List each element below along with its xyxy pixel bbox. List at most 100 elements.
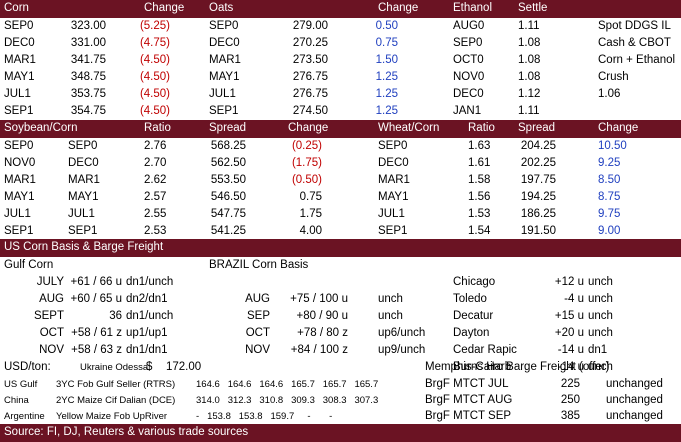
source-footer: Source: FI, DJ, Reuters & various trade …	[0, 424, 681, 442]
price-series: - 153.8 153.8 159.7 - -	[196, 411, 333, 422]
wheat-corn-spread: 202.25	[520, 157, 556, 169]
oats-month: DEC0	[209, 37, 240, 49]
spread-row: MAR1 MAR1 2.62 553.50 (0.50) MAR1 1.58 197.75 8.…	[0, 172, 681, 189]
barge-value: 385	[560, 410, 580, 422]
gulf-basis: +58 / 61 z	[71, 327, 122, 339]
oats-price: 274.50	[292, 105, 328, 117]
gulf-corn-title: Gulf Corn	[4, 259, 54, 271]
oats-change: 1.25	[375, 88, 398, 100]
wheat-corn-spread: 191.50	[520, 225, 556, 237]
ddgs-info: Crush	[598, 71, 629, 83]
corn-oats-row: SEP0 323.00 (5.25) SEP0 279.00 0.50 AUG0 1.11 Sp…	[0, 18, 681, 35]
soy-corn-ratio: 2.53	[144, 225, 167, 237]
header-ethanol: Ethanol	[453, 2, 493, 14]
brazil-basis-title: BRAZIL Corn Basis	[209, 259, 309, 271]
oats-price: 270.25	[292, 37, 328, 49]
spread-row: JUL1 JUL1 2.55 547.75 1.75 JUL1 1.53 186.25 9.75	[0, 206, 681, 223]
ddgs-info: Spot DDGS IL	[598, 20, 671, 32]
product-desc: Yellow Maize Fob UpRiver	[56, 411, 168, 422]
corn-oats-row: DEC0 331.00 (4.75) DEC0 270.25 0.75 SEP0 1.08 Ca…	[0, 35, 681, 52]
gulf-month: AUG	[39, 293, 64, 305]
location-change: unch	[588, 293, 613, 305]
soy-corn-spread: 546.50	[210, 191, 246, 203]
corn-month: DEC0	[68, 157, 99, 169]
location-change: unch	[588, 327, 613, 339]
soy-corn-spread: 553.50	[210, 174, 246, 186]
soy-corn-ratio: 2.55	[144, 208, 167, 220]
world-price-row: US Gulf 3YC Fob Gulf Seller (RTRS) 164.6 1…	[0, 376, 681, 393]
location-name: Cedar Rapic	[453, 344, 517, 356]
brazil-month: SEP	[246, 310, 270, 322]
price-series: 314.0 312.3 310.8 309.3 308.3 307.3	[196, 395, 379, 406]
usd-ton-row: USD/ton: Ukraine Odessa $ 172.00 Memphis…	[0, 359, 681, 376]
basis-row: NOV +58 / 63 z dn1/dn1 NOV +84 / 100 z up9/un…	[0, 342, 681, 359]
ethanol-month: NOV0	[453, 71, 485, 83]
ddgs-info: Cash & CBOT	[598, 37, 671, 49]
corn-price: 348.75	[70, 71, 106, 83]
gulf-month: OCT	[39, 327, 64, 339]
brazil-basis: +80 / 90 u	[296, 310, 348, 322]
oats-price: 279.00	[292, 20, 328, 32]
wheat-corn-spread: 186.25	[520, 208, 556, 220]
soy-corn-change: 0.75	[299, 191, 322, 203]
spread-row: MAY1 MAY1 2.57 546.50 0.75 MAY1 1.56 194.25 8.75	[0, 189, 681, 206]
gulf-basis: +60 / 65 u	[70, 293, 122, 305]
corn-price: 353.75	[70, 88, 106, 100]
soy-corn-change: (0.25)	[291, 140, 322, 152]
ethanol-month: DEC0	[453, 88, 484, 100]
wheat-corn-ratio: 1.54	[468, 225, 491, 237]
barge-contract: BrgF MTCT SEP	[425, 410, 512, 422]
corn-change: (4.50)	[139, 71, 170, 83]
wheat-month: SEP0	[378, 140, 408, 152]
corn-change: (4.50)	[139, 105, 170, 117]
corn-price: 323.00	[70, 20, 106, 32]
ethanol-month: SEP0	[453, 37, 483, 49]
corn-month: SEP1	[4, 105, 34, 117]
soy-month: JUL1	[4, 208, 31, 220]
location-change: unch	[588, 310, 613, 322]
ethanol-month: AUG0	[453, 20, 485, 32]
odessa-value: 172.00	[166, 361, 202, 373]
soy-month: MAR1	[4, 174, 36, 186]
oats-change: 1.50	[375, 54, 398, 66]
header-corn: Corn	[4, 2, 29, 14]
product-desc: 2YC Maize Cif Dalian (DCE)	[56, 395, 176, 406]
brazil-month: OCT	[245, 327, 270, 339]
corn-change: (4.50)	[139, 54, 170, 66]
brazil-change: up9/unch	[378, 344, 426, 356]
header-ratio: Ratio	[144, 122, 171, 134]
wheat-corn-ratio: 1.61	[468, 157, 491, 169]
location-name: Chicago	[453, 276, 496, 288]
soy-month: SEP0	[4, 140, 34, 152]
spread-row: NOV0 DEC0 2.70 562.50 (1.75) DEC0 1.61 202.25 9.…	[0, 155, 681, 172]
product-desc: 3YC Fob Gulf Seller (RTRS)	[56, 379, 176, 390]
wheat-corn-change: 9.75	[598, 208, 621, 220]
spread-header: Soybean/Corn Ratio Spread Change Wheat/C…	[0, 120, 681, 138]
ethanol-settle: 1.12	[518, 88, 541, 100]
brazil-basis: +78 / 80 z	[297, 327, 348, 339]
corn-month: MAY1	[4, 71, 35, 83]
location-change: unch	[588, 276, 613, 288]
header-change-2: Change	[598, 122, 639, 134]
wheat-corn-change: 8.75	[598, 191, 621, 203]
spread-row: SEP1 SEP1 2.53 541.25 4.00 SEP1 1.54 191.50 9.00	[0, 223, 681, 240]
ddgs-info: Corn + Ethanol	[598, 54, 676, 66]
brazil-change: unch	[378, 293, 403, 305]
location-name: Toledo	[453, 293, 487, 305]
header-settle: Settle	[518, 2, 548, 14]
location-name: Burns Harb	[453, 361, 512, 373]
ethanol-settle: 1.08	[518, 54, 541, 66]
oats-change: 0.75	[375, 37, 398, 49]
corn-month: SEP0	[4, 20, 34, 32]
basis-row: OCT +58 / 61 z up1/up1 OCT +78 / 80 z up6/unc…	[0, 325, 681, 342]
source-text: Source: FI, DJ, Reuters & various trade …	[4, 426, 249, 438]
corn-price: 354.75	[70, 105, 106, 117]
gulf-change: dn1/unch	[126, 310, 174, 322]
oats-price: 276.75	[292, 71, 328, 83]
corn-price: 341.75	[70, 54, 106, 66]
corn-month: MAR1	[4, 54, 36, 66]
basis-row: Burns Harb -14 u unch	[0, 359, 681, 376]
oats-change: 0.50	[375, 20, 398, 32]
location-basis: +20 u	[554, 327, 584, 339]
